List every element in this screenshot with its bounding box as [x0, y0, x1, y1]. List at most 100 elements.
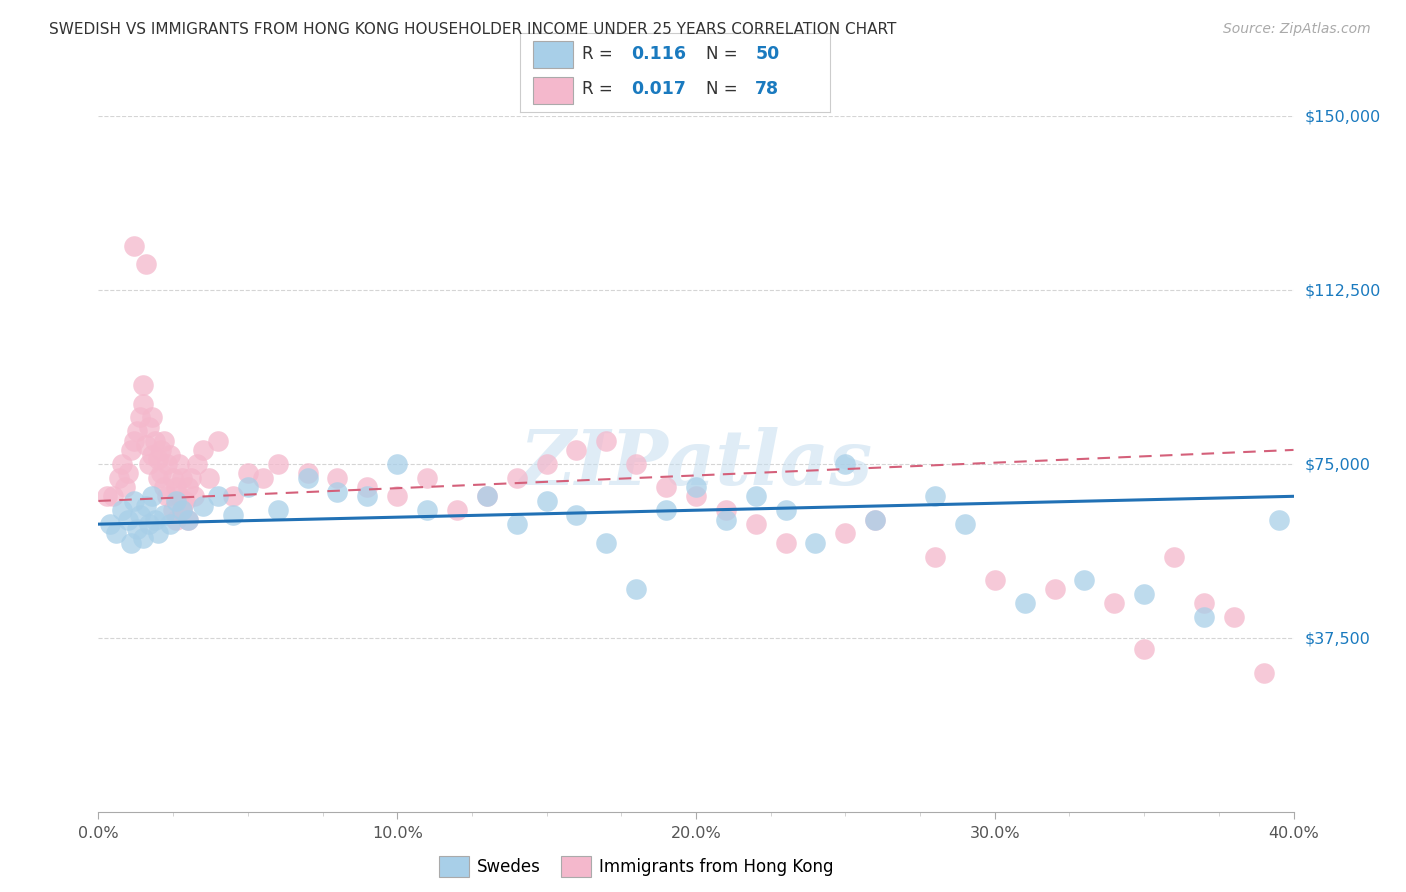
Point — [167, 489, 190, 503]
Point — [565, 442, 588, 457]
Bar — [533, 77, 572, 103]
Point — [153, 480, 176, 494]
Point — [1253, 665, 1275, 680]
Point — [153, 508, 176, 522]
Point — [156, 457, 179, 471]
Point — [416, 471, 439, 485]
Point — [159, 448, 181, 462]
Text: 0.116: 0.116 — [631, 45, 686, 62]
Point — [565, 508, 588, 522]
Point — [863, 512, 887, 526]
Point — [984, 573, 1007, 587]
Text: 78: 78 — [755, 80, 779, 98]
Text: R =: R = — [582, 80, 619, 98]
Point — [207, 489, 229, 503]
Point — [745, 517, 768, 532]
Point — [111, 503, 134, 517]
Point — [135, 499, 157, 513]
Point — [1073, 573, 1095, 587]
Point — [595, 535, 617, 549]
Point — [180, 471, 202, 485]
Point — [100, 517, 122, 532]
Point — [536, 457, 558, 471]
Point — [924, 489, 946, 503]
Bar — [533, 41, 572, 68]
Point — [834, 457, 856, 471]
Point — [150, 442, 173, 457]
Point — [685, 480, 707, 494]
Text: Source: ZipAtlas.com: Source: ZipAtlas.com — [1223, 22, 1371, 37]
Point — [1192, 610, 1215, 624]
Point — [236, 480, 259, 494]
Point — [172, 503, 194, 517]
Point — [198, 471, 221, 485]
Point — [1192, 596, 1215, 610]
Point — [132, 378, 155, 392]
Point — [536, 494, 558, 508]
Point — [267, 457, 290, 471]
Text: 0.017: 0.017 — [631, 80, 686, 98]
Point — [120, 442, 142, 457]
Point — [714, 503, 737, 517]
Point — [138, 457, 160, 471]
Point — [207, 434, 229, 448]
Point — [159, 517, 181, 532]
Point — [326, 471, 349, 485]
Point — [685, 489, 707, 503]
Point — [385, 457, 409, 471]
Point — [127, 522, 149, 536]
Point — [132, 396, 155, 410]
Point — [356, 480, 378, 494]
Point — [775, 535, 797, 549]
Point — [1267, 512, 1289, 526]
Point — [127, 425, 149, 439]
Point — [506, 471, 529, 485]
Point — [222, 489, 245, 503]
Point — [105, 526, 128, 541]
Point — [117, 466, 139, 480]
Point — [135, 257, 157, 271]
Point — [446, 503, 468, 517]
Point — [162, 503, 184, 517]
Point — [297, 466, 319, 480]
Point — [1014, 596, 1036, 610]
Point — [162, 471, 184, 485]
Point — [626, 582, 648, 596]
Point — [150, 466, 173, 480]
Point — [475, 489, 498, 503]
Point — [103, 489, 125, 503]
Point — [863, 512, 887, 526]
Point — [143, 512, 166, 526]
Point — [117, 512, 139, 526]
Point — [745, 489, 768, 503]
Point — [1133, 642, 1156, 657]
Point — [804, 535, 827, 549]
Point — [924, 549, 946, 564]
Point — [1222, 610, 1246, 624]
Point — [138, 517, 160, 532]
Text: N =: N = — [706, 80, 742, 98]
Point — [135, 438, 157, 452]
Point — [177, 480, 200, 494]
Point — [1133, 587, 1156, 601]
Point — [132, 531, 155, 545]
Text: R =: R = — [582, 45, 619, 62]
Point — [148, 452, 170, 467]
Point — [236, 466, 259, 480]
Point — [222, 508, 245, 522]
Text: SWEDISH VS IMMIGRANTS FROM HONG KONG HOUSEHOLDER INCOME UNDER 25 YEARS CORRELATI: SWEDISH VS IMMIGRANTS FROM HONG KONG HOU… — [49, 22, 897, 37]
Point — [191, 442, 214, 457]
Point — [356, 489, 378, 503]
Legend: Swedes, Immigrants from Hong Kong: Swedes, Immigrants from Hong Kong — [432, 850, 841, 883]
Point — [775, 503, 797, 517]
Point — [953, 517, 976, 532]
Point — [416, 503, 439, 517]
Point — [129, 410, 152, 425]
Point — [177, 512, 200, 526]
Point — [165, 512, 187, 526]
Point — [183, 489, 205, 503]
Point — [1043, 582, 1066, 596]
Point — [655, 503, 678, 517]
Point — [626, 457, 648, 471]
Point — [1163, 549, 1185, 564]
